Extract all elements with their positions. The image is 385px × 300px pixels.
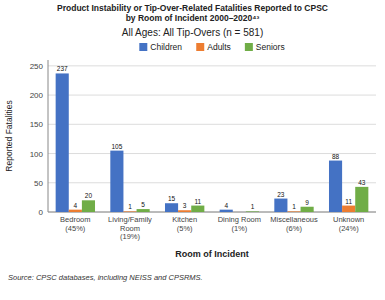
- grid-line: [48, 65, 376, 66]
- bar: [191, 206, 204, 212]
- text-line: (6%): [286, 224, 302, 233]
- text-line: (24%): [339, 224, 360, 233]
- text-line: (45%): [65, 224, 86, 233]
- legend: Children Adults Seniors: [139, 42, 284, 52]
- x-axis-label: Room of Incident: [175, 249, 249, 259]
- y-tick-label: 200: [30, 91, 44, 100]
- x-tick-label: Miscellaneous(6%): [270, 215, 318, 233]
- text-line: by Room of Incident 2000–2020⁴³: [126, 13, 260, 23]
- data-label: 1: [292, 203, 296, 210]
- bar: [137, 209, 150, 212]
- data-labels: 2374201051515311412319881143: [57, 65, 366, 210]
- legend-label: Children: [150, 42, 182, 52]
- bar: [123, 211, 136, 212]
- data-label: 3: [183, 202, 187, 209]
- data-label: 11: [345, 198, 352, 205]
- y-axis-label: Reported Fatalities: [4, 100, 14, 171]
- legend-swatch: [139, 43, 147, 51]
- legend-label: Seniors: [256, 42, 285, 52]
- grid-line: [48, 182, 376, 183]
- x-tick-label: Kitchen(5%): [172, 215, 197, 233]
- data-label: 237: [57, 65, 68, 72]
- grid-line: [48, 95, 376, 96]
- grid-line: [48, 212, 376, 213]
- data-label: 20: [85, 192, 93, 199]
- bar: [110, 151, 123, 212]
- data-label: 23: [277, 191, 285, 198]
- legend-swatch: [245, 43, 253, 51]
- data-label: 5: [141, 201, 145, 208]
- y-tick-label: 50: [34, 179, 43, 188]
- bar: [301, 207, 314, 212]
- text-line: (19%): [120, 232, 141, 241]
- text-line: Product Instability or Tip-Over-Related …: [57, 3, 328, 13]
- bar: [274, 199, 287, 212]
- data-label: 4: [224, 202, 228, 209]
- grid: [48, 66, 376, 212]
- y-axis: 0 50 100 150 200 250: [30, 60, 48, 217]
- y-tick-label: 100: [30, 150, 44, 159]
- legend-label: Adults: [207, 42, 231, 52]
- data-label: 4: [74, 202, 78, 209]
- grid-line: [48, 153, 376, 154]
- grid-line: [48, 124, 376, 125]
- bar: [342, 206, 355, 212]
- bar: [287, 211, 300, 212]
- bar: [165, 203, 178, 212]
- bar: [82, 200, 95, 212]
- y-tick-label: 150: [30, 120, 44, 129]
- bars: [56, 73, 369, 212]
- y-tick-label: 250: [30, 62, 44, 71]
- data-label: 1: [128, 203, 132, 210]
- legend-swatch: [196, 43, 204, 51]
- bar: [220, 210, 233, 212]
- source-note: Source: CPSC databases, including NEISS …: [8, 273, 203, 282]
- y-axis-line: [48, 60, 49, 212]
- subtitle: All Ages: All Tip-Overs (n = 581): [122, 27, 263, 38]
- x-tick-label: Unknown(24%): [333, 215, 364, 233]
- text-line: (5%): [177, 224, 193, 233]
- x-axis-line: [48, 212, 376, 213]
- bar: [178, 210, 191, 212]
- x-tick-label: Living/FamilyRoom(19%): [108, 215, 152, 241]
- bar: [246, 211, 259, 212]
- bar: [69, 210, 82, 212]
- data-label: 15: [168, 195, 176, 202]
- title: Product Instability or Tip-Over-Related …: [57, 3, 328, 23]
- data-label: 1: [251, 203, 255, 210]
- legend-item: Adults: [196, 42, 231, 52]
- bar: [233, 212, 246, 213]
- data-label: 43: [358, 179, 366, 186]
- bar: [355, 187, 368, 212]
- legend-item: Children: [139, 42, 182, 52]
- bar: [56, 73, 69, 212]
- chart: Product Instability or Tip-Over-Related …: [0, 0, 385, 300]
- text-line: (1%): [231, 224, 247, 233]
- bar: [329, 161, 342, 212]
- y-tick-label: 0: [39, 208, 44, 217]
- data-label: 9: [305, 199, 309, 206]
- data-label: 88: [332, 153, 340, 160]
- legend-item: Seniors: [245, 42, 285, 52]
- x-tick-label: Bedroom(45%): [60, 215, 90, 233]
- x-tick-label: Dining Room(1%): [218, 215, 261, 233]
- data-label: 105: [111, 143, 122, 150]
- data-label: 11: [194, 198, 201, 205]
